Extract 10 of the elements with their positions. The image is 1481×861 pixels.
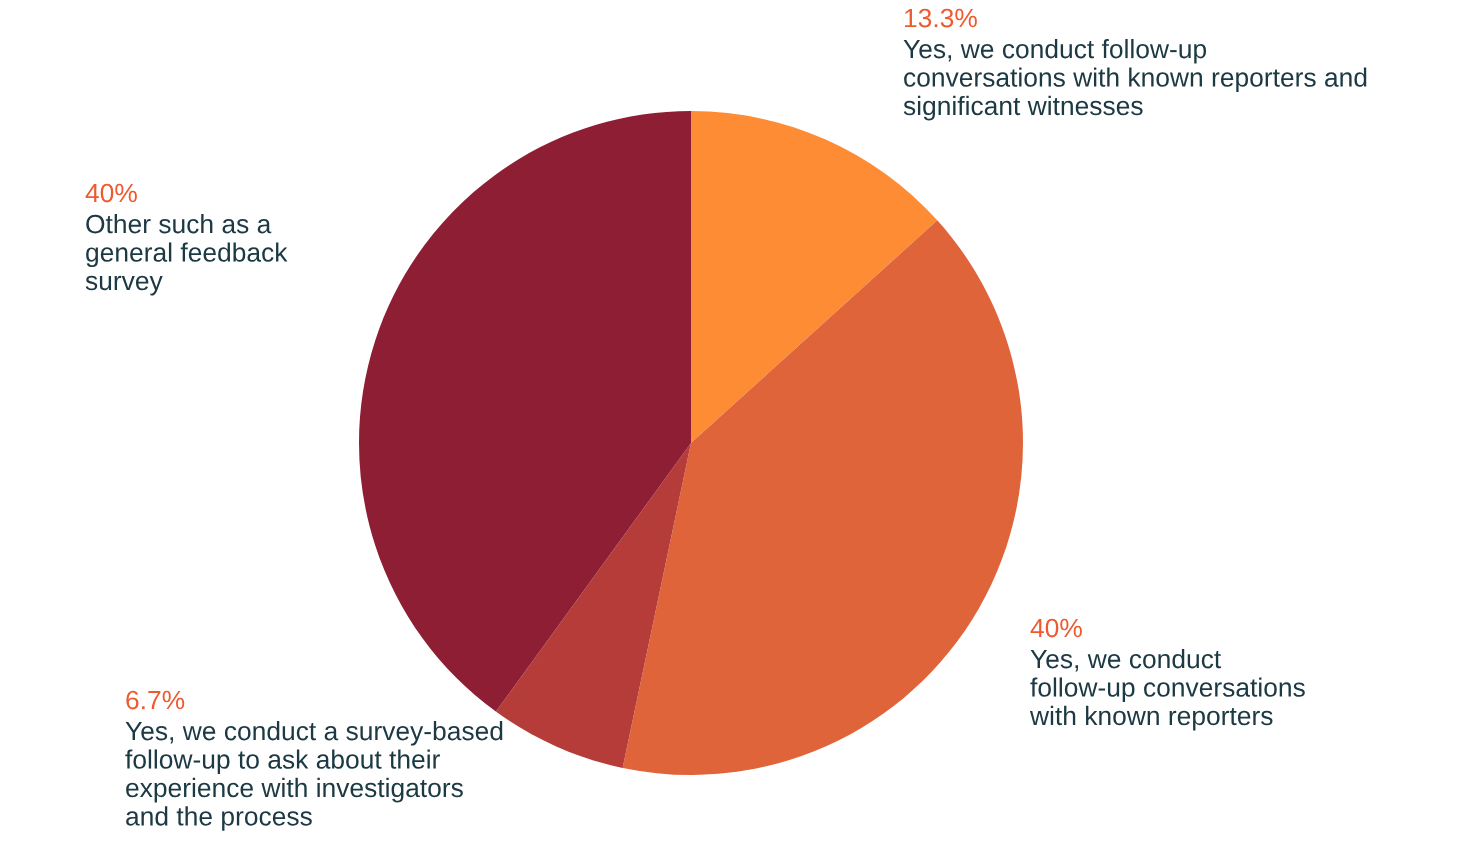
slice-label: Yes, we conduct follow-up conversations with known reporters and significant witnesses: [903, 39, 1367, 121]
pie-slice: [359, 111, 691, 712]
data-label: 13.3%: [905, 8, 977, 28]
data-label: 6.7%: [126, 690, 185, 710]
data-label: 40%: [85, 183, 137, 203]
slice-label: Yes, we conduct follow-up conversations with known reporters: [1029, 649, 1305, 731]
slice-label: Yes, we conduct a survey-based follow-up to ask about their experience with investigators and the process: [125, 721, 503, 831]
pie-slice: [622, 220, 1023, 775]
data-label: 40%: [1030, 618, 1082, 638]
slice-label: Other such as a general feedback survey: [85, 214, 288, 296]
